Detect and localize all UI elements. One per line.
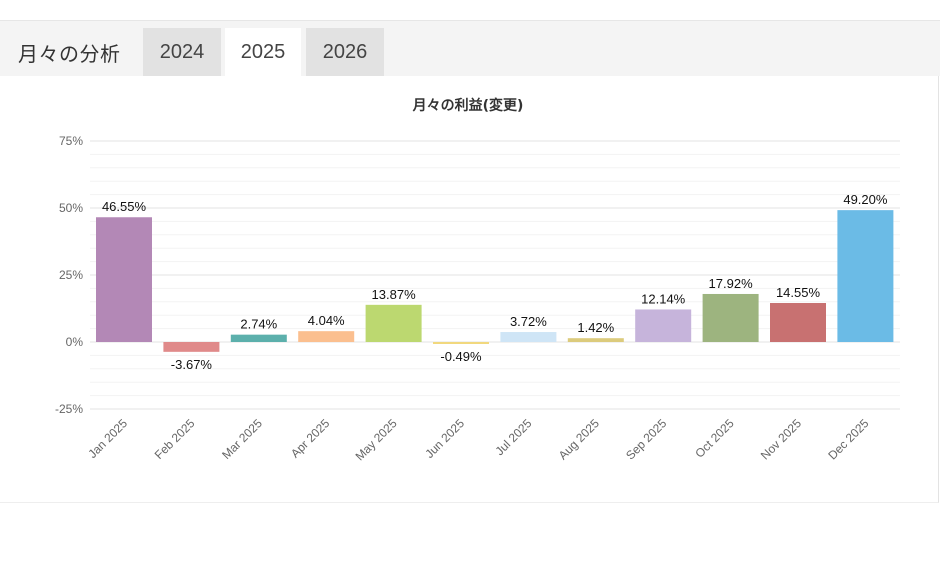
x-tick-label: Dec 2025 <box>825 416 871 462</box>
x-tick-label: Jan 2025 <box>85 416 130 461</box>
bar-dec-2025[interactable] <box>837 210 894 342</box>
x-tick-label: Apr 2025 <box>288 416 333 461</box>
bar-feb-2025[interactable] <box>163 342 220 352</box>
y-tick-label: -25% <box>55 402 83 416</box>
data-label: 49.20% <box>843 192 888 207</box>
bar-may-2025[interactable] <box>365 304 422 342</box>
data-label: 17.92% <box>709 276 754 291</box>
data-label: 46.55% <box>102 199 147 214</box>
y-tick-label: 75% <box>59 134 83 148</box>
x-tick-label: Jul 2025 <box>493 416 535 458</box>
data-label: 13.87% <box>372 287 417 302</box>
bar-jun-2025[interactable] <box>433 342 489 344</box>
data-label: -0.49% <box>440 349 482 364</box>
x-tick-label: Jun 2025 <box>422 416 467 461</box>
y-tick-label: 0% <box>66 335 84 349</box>
section-title: 月々の分析 <box>18 42 121 66</box>
tab-2026[interactable]: 2026 <box>306 28 384 76</box>
bar-sep-2025[interactable] <box>635 309 692 342</box>
data-label: 2.74% <box>240 317 277 332</box>
y-tick-label: 25% <box>59 268 83 282</box>
x-tick-label: Aug 2025 <box>556 416 602 462</box>
bar-oct-2025[interactable] <box>702 293 759 342</box>
bar-jan-2025[interactable] <box>96 217 152 342</box>
chart-panel <box>0 76 939 503</box>
x-tick-label: May 2025 <box>353 416 400 463</box>
x-tick-label: Feb 2025 <box>152 416 198 462</box>
y-tick-label: 50% <box>59 201 83 215</box>
bar-apr-2025[interactable] <box>298 331 355 342</box>
data-label: 4.04% <box>308 313 345 328</box>
x-tick-label: Oct 2025 <box>692 416 737 461</box>
top-divider <box>0 20 940 21</box>
tab-2024[interactable]: 2024 <box>143 28 221 76</box>
tab-2025[interactable]: 2025 <box>225 28 301 76</box>
data-label: 12.14% <box>641 291 686 306</box>
x-tick-label: Mar 2025 <box>219 416 265 462</box>
data-label: 1.42% <box>577 320 614 335</box>
x-tick-label: Sep 2025 <box>623 416 669 462</box>
chart-title: 月々の利益(変更) <box>412 97 524 114</box>
data-label: -3.67% <box>171 357 213 372</box>
bar-mar-2025[interactable] <box>230 334 287 342</box>
bar-aug-2025[interactable] <box>567 338 624 342</box>
x-tick-label: Nov 2025 <box>758 416 804 462</box>
bar-jul-2025[interactable] <box>500 332 557 342</box>
data-label: 14.55% <box>776 285 821 300</box>
bar-nov-2025[interactable] <box>770 303 826 342</box>
data-label: 3.72% <box>510 314 547 329</box>
